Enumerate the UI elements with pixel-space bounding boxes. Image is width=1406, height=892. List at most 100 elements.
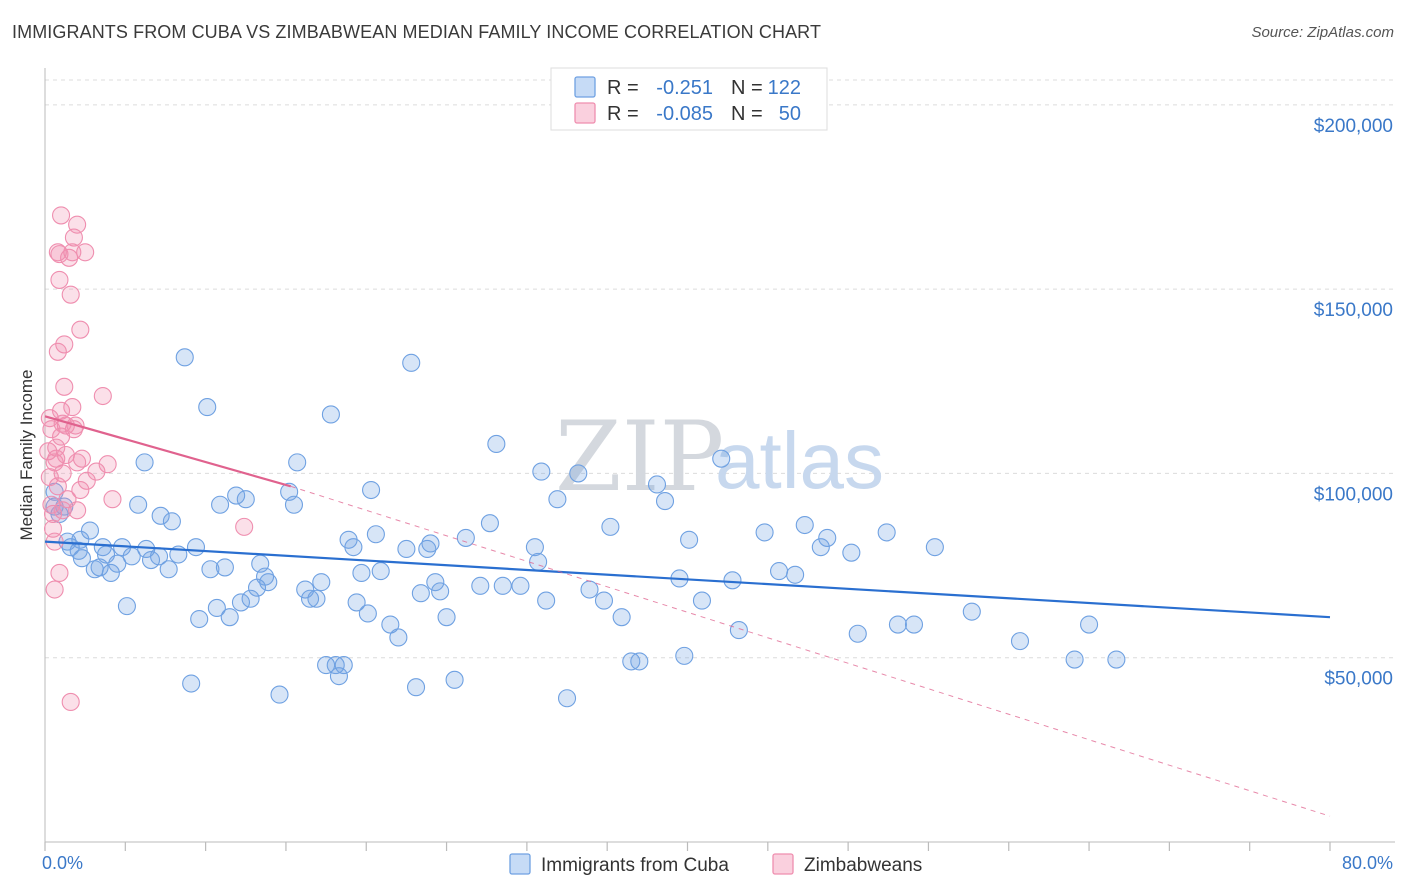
- zimbabwe-point: [76, 243, 95, 262]
- cuba-point: [215, 558, 234, 577]
- cuba-point: [692, 591, 712, 610]
- cuba-point: [117, 597, 136, 616]
- chart-title: IMMIGRANTS FROM CUBA VS ZIMBABWEAN MEDIA…: [12, 22, 822, 42]
- watermark-zip: ZIP: [555, 401, 724, 513]
- cuba-point: [101, 563, 120, 582]
- y-axis-label: Median Family Income: [17, 369, 36, 540]
- legend-n-value-zimbabwe: 50: [779, 103, 801, 125]
- cuba-point: [511, 576, 530, 595]
- cuba-point: [712, 449, 731, 468]
- cuba-point: [129, 495, 148, 514]
- x-ticks: [44, 842, 1331, 851]
- cuba-point: [647, 475, 667, 494]
- cuba-point: [786, 565, 805, 584]
- zimbabwe-point: [42, 420, 61, 439]
- cuba-point: [925, 538, 944, 557]
- cuba-point: [580, 580, 599, 599]
- cuba-point: [321, 405, 340, 424]
- cuba-point: [288, 453, 307, 472]
- cuba-point: [241, 589, 260, 608]
- cuba-point: [344, 538, 363, 557]
- cuba-point: [723, 571, 742, 590]
- zimbabwe-point: [55, 377, 74, 396]
- cuba-point: [329, 667, 348, 686]
- zimbabwe-point: [61, 692, 80, 711]
- x-tick-label-max: 80.0%: [1342, 853, 1393, 873]
- zimbabwe-point: [87, 462, 106, 481]
- cuba-point: [431, 582, 450, 601]
- zimbabwe-point: [235, 517, 254, 536]
- cuba-point: [904, 615, 924, 634]
- cuba-point: [284, 495, 304, 514]
- y-tick-label: $150,000: [1314, 300, 1393, 321]
- cuba-point: [1107, 650, 1126, 669]
- legend-swatch-cuba: [574, 76, 596, 98]
- watermark: ZIP atlas: [555, 401, 884, 513]
- cuba-point: [220, 608, 239, 627]
- cuba-point: [1080, 615, 1099, 634]
- cuba-point: [1065, 650, 1084, 669]
- y-tick-label: $100,000: [1314, 484, 1393, 505]
- cuba-point: [421, 534, 440, 553]
- cuba-point: [1010, 632, 1030, 651]
- cuba-point: [236, 490, 255, 509]
- cuba-point: [270, 685, 289, 704]
- x-tick-label-min: 0.0%: [42, 853, 83, 873]
- zimbabwe-trend-extension: [290, 485, 1331, 817]
- cuba-point: [227, 486, 246, 505]
- cuba-point: [198, 398, 217, 417]
- cuba-point: [352, 563, 371, 582]
- zimbabwe-point: [72, 449, 91, 468]
- series-legend: Immigrants from Cuba Zimbabweans: [509, 853, 922, 876]
- cuba-point: [612, 608, 631, 627]
- cuba-point: [366, 525, 385, 544]
- cuba-point: [601, 517, 620, 536]
- cuba-point: [381, 615, 400, 634]
- cuba-point: [426, 573, 445, 592]
- zimbabwe-point: [63, 243, 82, 262]
- cuba-point: [175, 348, 194, 367]
- cuba-point: [557, 689, 577, 708]
- chart-source: Source: ZipAtlas.com: [1251, 24, 1394, 41]
- series-legend-swatch-cuba: [509, 853, 531, 875]
- watermark-atlas: atlas: [715, 416, 884, 505]
- zimbabwe-point: [42, 495, 61, 514]
- cuba-point: [389, 628, 408, 647]
- legend-n-value-cuba: 122: [768, 77, 801, 99]
- cuba-point: [675, 646, 694, 665]
- zimbabwe-point: [52, 206, 71, 225]
- cuba-point: [680, 530, 699, 549]
- cuba-point: [182, 674, 201, 693]
- cuba-point: [312, 573, 331, 592]
- cuba-point: [362, 480, 381, 500]
- cuba-point: [307, 589, 326, 608]
- cuba-point: [402, 353, 421, 372]
- cuba-point: [525, 538, 544, 557]
- cuba-point: [201, 560, 220, 579]
- cuba-point: [962, 602, 981, 621]
- cuba-trend-line: [44, 540, 1331, 619]
- cuba-point: [162, 512, 181, 531]
- cuba-point: [729, 621, 748, 640]
- cuba-point: [300, 589, 320, 608]
- zimbabwe-point: [50, 270, 69, 289]
- y-tick-label: $200,000: [1314, 116, 1393, 137]
- zimbabwe-point: [53, 464, 72, 483]
- zimbabwe-point: [77, 471, 96, 490]
- y-tick-label: $50,000: [1324, 669, 1393, 690]
- cuba-point: [487, 434, 506, 453]
- cuba-point: [334, 656, 353, 675]
- cuba-point: [256, 567, 275, 586]
- cuba-point: [888, 615, 907, 634]
- cuba-point: [347, 593, 366, 612]
- series-legend-label-zimbabwe: Zimbabweans: [804, 855, 922, 876]
- legend-r-value-cuba: -0.251: [656, 77, 713, 99]
- cuba-point: [159, 560, 178, 579]
- cuba-point: [630, 652, 649, 671]
- cuba-point: [532, 462, 551, 481]
- cuba-point: [594, 591, 614, 610]
- y-tick-labels: $50,000 $100,000 $150,000 $200,000: [1314, 116, 1393, 690]
- cuba-point: [795, 515, 814, 535]
- cuba-point: [548, 490, 567, 509]
